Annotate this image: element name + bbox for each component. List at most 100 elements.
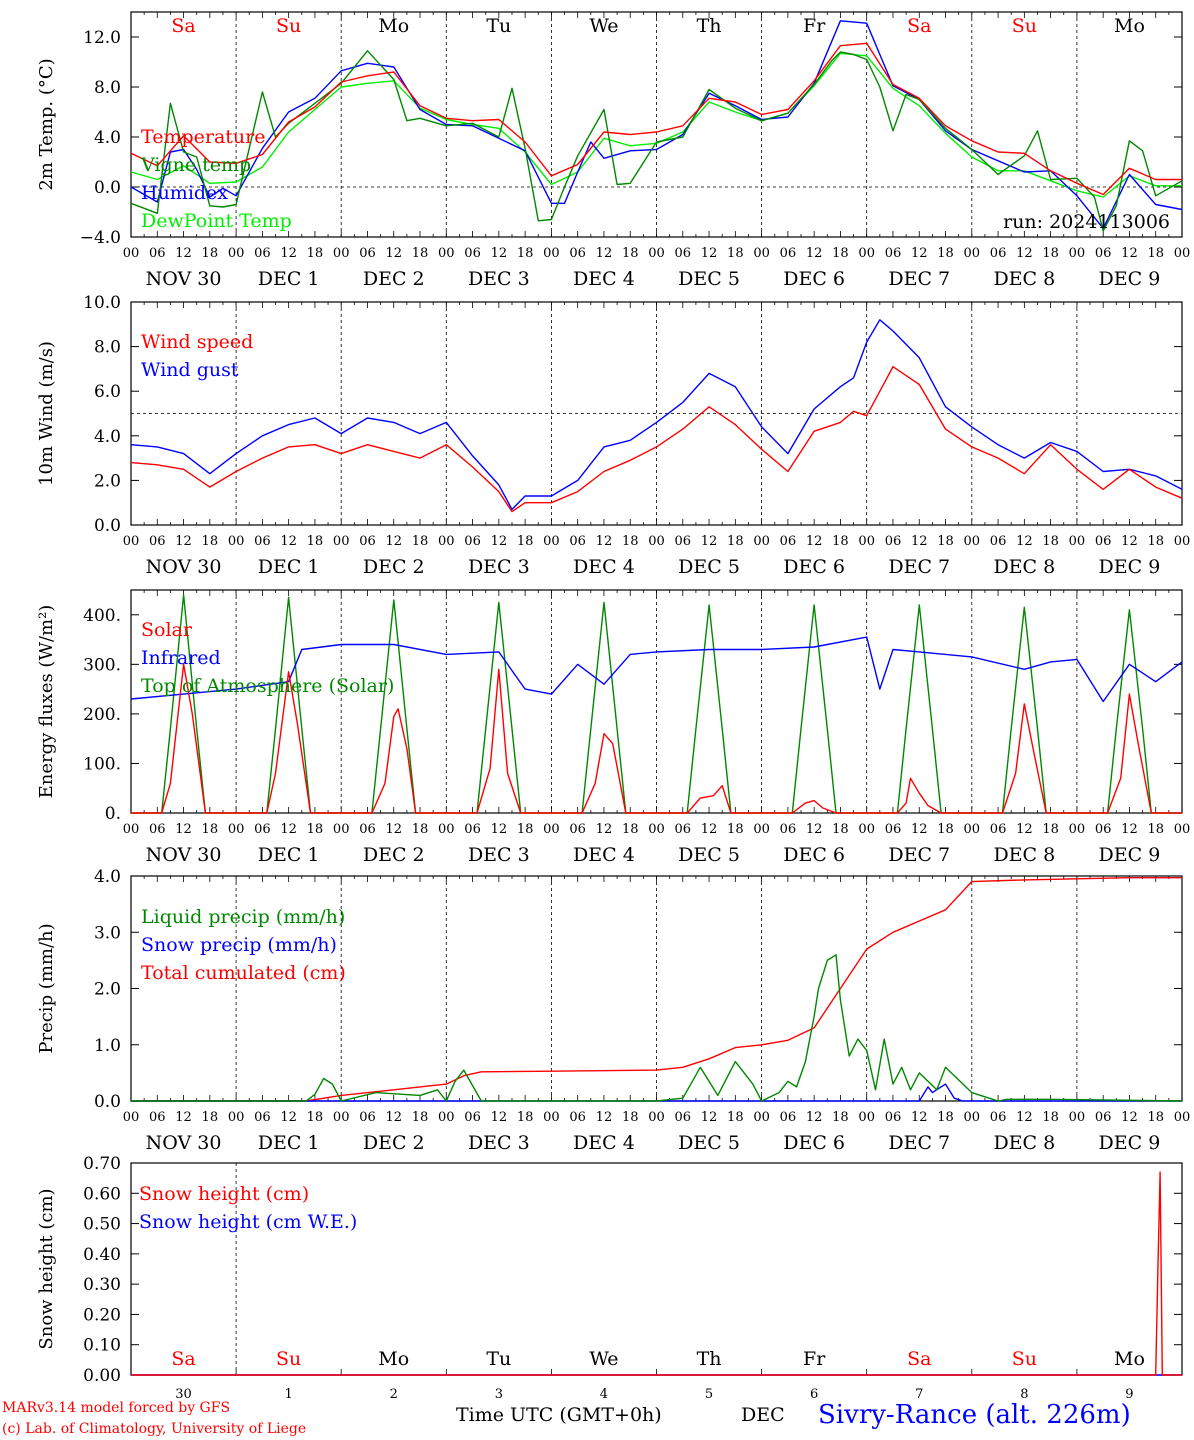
series-line-humidex bbox=[130, 20, 1183, 230]
snow-day-number: 2 bbox=[390, 1387, 398, 1402]
hour-tick-label: 12 bbox=[911, 1110, 928, 1125]
date-label: DEC 6 bbox=[783, 556, 845, 578]
hour-tick-label: 18 bbox=[202, 822, 219, 837]
day-name-label: Th bbox=[697, 15, 722, 37]
hour-tick-label: 12 bbox=[701, 534, 718, 549]
hour-tick-label: 06 bbox=[254, 822, 271, 837]
hour-tick-label: 18 bbox=[1042, 1110, 1059, 1125]
hour-tick-label: 18 bbox=[517, 246, 534, 261]
hour-tick-label: 00 bbox=[753, 246, 770, 261]
hour-tick-label: 00 bbox=[858, 1110, 875, 1125]
hour-tick-label: 06 bbox=[569, 534, 586, 549]
hour-tick-label: 18 bbox=[937, 1110, 954, 1125]
hour-tick-label: 06 bbox=[254, 534, 271, 549]
date-label: DEC 4 bbox=[573, 556, 635, 578]
hour-tick-label: 06 bbox=[569, 822, 586, 837]
date-label: NOV 30 bbox=[146, 1132, 222, 1154]
hour-tick-label: 18 bbox=[1042, 822, 1059, 837]
hour-tick-label: 12 bbox=[385, 534, 402, 549]
day-name-label: Sa bbox=[171, 15, 195, 37]
hour-tick-label: 18 bbox=[517, 534, 534, 549]
hour-tick-label: 12 bbox=[491, 246, 508, 261]
hour-tick-label: 06 bbox=[464, 1110, 481, 1125]
hour-tick-label: 00 bbox=[123, 1110, 140, 1125]
hour-tick-label: 12 bbox=[1121, 534, 1138, 549]
hour-tick-label: 06 bbox=[885, 1110, 902, 1125]
legend-entry: Snow height (cm) bbox=[139, 1183, 309, 1205]
hour-tick-label: 06 bbox=[780, 822, 797, 837]
hour-tick-label: 12 bbox=[596, 246, 613, 261]
site-label: Sivry-Rance (alt. 226m) bbox=[818, 1400, 1131, 1430]
hour-tick-label: 00 bbox=[543, 822, 560, 837]
hour-tick-label: 00 bbox=[438, 246, 455, 261]
time-axis-label: Time UTC (GMT+0h) bbox=[456, 1404, 662, 1426]
hour-tick-label: 00 bbox=[333, 534, 350, 549]
hour-tick-label: 18 bbox=[832, 822, 849, 837]
y-tick-label: 0.0 bbox=[94, 178, 121, 198]
hour-tick-label: 00 bbox=[858, 534, 875, 549]
day-name-label: Mo bbox=[1114, 1348, 1145, 1370]
hour-tick-label: 00 bbox=[228, 534, 245, 549]
day-name-label: We bbox=[589, 15, 618, 37]
hour-tick-label: 00 bbox=[753, 822, 770, 837]
y-axis-label: Precip (mm/h) bbox=[36, 923, 57, 1053]
legend-entry: DewPoint Temp bbox=[141, 210, 292, 232]
date-label: NOV 30 bbox=[146, 556, 222, 578]
hour-tick-label: 06 bbox=[1095, 534, 1112, 549]
hour-tick-label: 12 bbox=[280, 1110, 297, 1125]
date-label: DEC 5 bbox=[678, 1132, 740, 1154]
hour-tick-label: 06 bbox=[464, 822, 481, 837]
hour-tick-label: 18 bbox=[1147, 534, 1164, 549]
date-label: DEC 6 bbox=[783, 1132, 845, 1154]
hour-tick-label: 12 bbox=[175, 822, 192, 837]
y-tick-label: 4.0 bbox=[94, 128, 121, 148]
hour-tick-label: 12 bbox=[491, 822, 508, 837]
hour-tick-label: 06 bbox=[569, 246, 586, 261]
hour-tick-label: 12 bbox=[1016, 1110, 1033, 1125]
day-name-label: Su bbox=[276, 15, 301, 37]
month-label: DEC bbox=[741, 1404, 785, 1426]
day-name-label: Tu bbox=[486, 15, 511, 37]
hour-tick-label: 00 bbox=[1174, 1110, 1191, 1125]
hour-tick-label: 18 bbox=[307, 1110, 324, 1125]
hour-tick-label: 00 bbox=[1069, 246, 1086, 261]
y-tick-label: 10.0 bbox=[83, 293, 121, 313]
hour-tick-label: 00 bbox=[753, 534, 770, 549]
hour-tick-label: 00 bbox=[543, 246, 560, 261]
hour-tick-label: 12 bbox=[806, 1110, 823, 1125]
hour-tick-label: 00 bbox=[333, 1110, 350, 1125]
hour-tick-label: 06 bbox=[149, 1110, 166, 1125]
date-label: DEC 1 bbox=[258, 556, 320, 578]
legend-entry: Wind gust bbox=[141, 359, 239, 381]
hour-tick-label: 12 bbox=[175, 246, 192, 261]
day-name-label: Su bbox=[1012, 15, 1037, 37]
hour-tick-label: 06 bbox=[464, 534, 481, 549]
hour-tick-label: 00 bbox=[438, 1110, 455, 1125]
date-label: DEC 6 bbox=[783, 844, 845, 866]
hour-tick-label: 00 bbox=[333, 246, 350, 261]
date-label: NOV 30 bbox=[146, 844, 222, 866]
hour-tick-label: 12 bbox=[280, 822, 297, 837]
y-tick-label: 0.20 bbox=[83, 1305, 121, 1325]
date-label: DEC 9 bbox=[1099, 556, 1161, 578]
snow-day-number: 7 bbox=[915, 1387, 923, 1402]
hour-tick-label: 12 bbox=[596, 534, 613, 549]
hour-tick-label: 00 bbox=[1174, 822, 1191, 837]
hour-tick-label: 06 bbox=[359, 822, 376, 837]
hour-tick-label: 00 bbox=[648, 534, 665, 549]
date-label: DEC 2 bbox=[363, 556, 425, 578]
legend-entry: Snow height (cm W.E.) bbox=[139, 1211, 357, 1233]
hour-tick-label: 18 bbox=[412, 246, 429, 261]
day-name-label: Tu bbox=[486, 1348, 511, 1370]
y-axis-label: Energy fluxes (W/m²) bbox=[36, 605, 57, 799]
date-label: DEC 9 bbox=[1099, 268, 1161, 290]
hour-tick-label: 18 bbox=[832, 1110, 849, 1125]
day-name-label: We bbox=[589, 1348, 618, 1370]
hour-tick-label: 06 bbox=[1095, 822, 1112, 837]
date-label: DEC 9 bbox=[1099, 844, 1161, 866]
hour-tick-label: 12 bbox=[701, 822, 718, 837]
hour-tick-label: 12 bbox=[701, 1110, 718, 1125]
date-label: DEC 1 bbox=[258, 268, 320, 290]
hour-tick-label: 00 bbox=[964, 1110, 981, 1125]
